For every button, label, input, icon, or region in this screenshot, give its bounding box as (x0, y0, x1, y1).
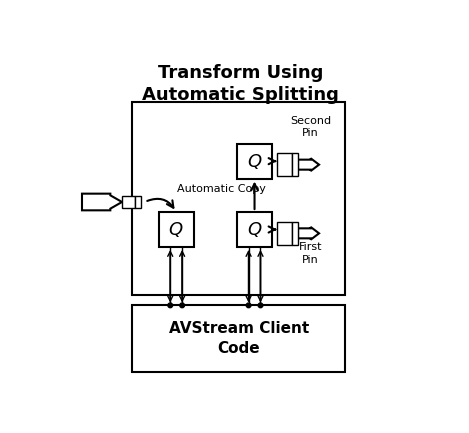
Bar (237, 144, 272, 179)
Text: $Q$: $Q$ (247, 220, 262, 239)
Circle shape (168, 303, 173, 308)
Bar (277, 153, 292, 176)
Text: Transform Using
Automatic Splitting: Transform Using Automatic Splitting (142, 64, 339, 104)
Text: AVStream Client
Code: AVStream Client Code (168, 321, 309, 356)
Text: First
Pin: First Pin (299, 242, 322, 265)
Text: $Q$: $Q$ (168, 220, 184, 239)
Bar (122, 196, 135, 208)
Bar (237, 212, 272, 247)
Circle shape (180, 303, 184, 308)
Text: Second
Pin: Second Pin (290, 116, 331, 138)
Text: Automatic Copy: Automatic Copy (177, 184, 266, 194)
Text: $Q$: $Q$ (247, 152, 262, 171)
Polygon shape (82, 194, 122, 210)
Bar (135, 196, 141, 208)
Polygon shape (298, 158, 319, 171)
Bar (132, 305, 345, 372)
Circle shape (258, 303, 263, 308)
Bar (132, 102, 345, 295)
Bar (292, 222, 298, 245)
Bar (292, 153, 298, 176)
Circle shape (246, 303, 251, 308)
Polygon shape (298, 227, 319, 240)
Bar (159, 212, 194, 247)
Bar (277, 222, 292, 245)
